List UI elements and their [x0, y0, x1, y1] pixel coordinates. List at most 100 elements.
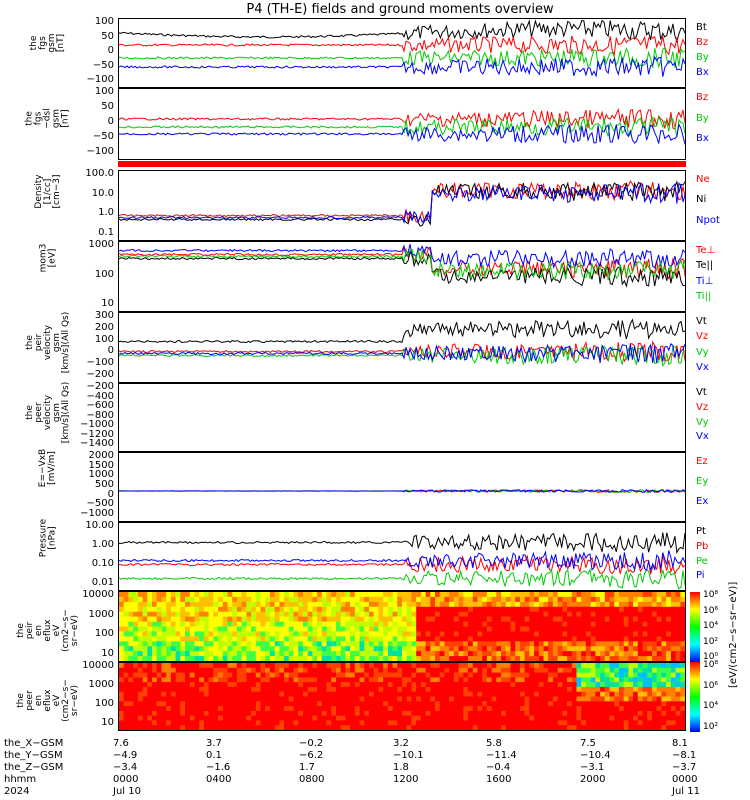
spectrogram-cell — [336, 636, 342, 642]
spectrogram-cell — [552, 672, 559, 678]
spectrogram-cell — [529, 641, 535, 647]
spectrogram-cell — [614, 606, 620, 613]
spectrogram-cell — [449, 710, 455, 717]
spectrogram-cell — [510, 592, 516, 598]
spectrogram-cell — [519, 672, 526, 678]
spectrogram-cell — [406, 626, 412, 632]
spectrogram-cell — [142, 651, 148, 657]
spectrogram-cell — [194, 641, 200, 647]
spectrogram-cell — [345, 601, 351, 608]
spectrogram-cell — [444, 706, 450, 712]
spectrogram-cell — [137, 706, 144, 712]
y-tick-label: 10.0 — [91, 187, 114, 199]
spectrogram-cell — [274, 631, 280, 637]
spectrogram-cell — [552, 641, 559, 647]
spectrogram-cell — [392, 725, 398, 730]
spectrogram-cell — [524, 596, 530, 603]
spectrogram-cell — [303, 621, 309, 628]
spectrogram-cell — [562, 596, 568, 603]
legend-entry: Bz — [696, 37, 709, 48]
spectrogram-cell — [406, 616, 412, 623]
spectrogram-cell — [180, 616, 186, 623]
spectrogram-cell — [236, 606, 243, 613]
spectrogram-cell — [604, 706, 611, 712]
spectrogram-cell — [515, 626, 521, 632]
spectrogram-cell — [359, 710, 365, 717]
spectrogram-cell — [373, 686, 379, 693]
spectrogram-cell — [468, 641, 474, 647]
spectrogram-cell — [661, 667, 667, 674]
spectrogram-cell — [486, 626, 493, 632]
spectrogram-cell — [406, 663, 412, 669]
spectrogram-cell — [208, 621, 214, 628]
spectrogram-cell — [175, 631, 181, 637]
spectrogram-cell — [543, 596, 549, 603]
spectrogram-cell — [562, 682, 568, 688]
spectrogram-cell — [317, 592, 323, 598]
spectrogram-cell — [435, 611, 441, 618]
spectrogram-cell — [279, 592, 285, 598]
spectrogram-cell — [345, 592, 351, 598]
spectrogram-cell — [161, 701, 167, 707]
spectrogram-cell — [567, 616, 573, 623]
spectrogram-cell — [614, 656, 620, 661]
spectrogram-cell — [486, 616, 493, 623]
spectrogram-cell — [152, 646, 158, 652]
spectrogram-cell — [449, 706, 455, 712]
spectrogram-cell — [185, 725, 191, 730]
series-line-Pi — [119, 550, 685, 572]
spectrogram-cell — [619, 611, 625, 618]
spectrogram-cell — [486, 696, 493, 702]
spectrogram-cell — [496, 720, 502, 726]
spectrogram-cell — [340, 601, 346, 608]
spectrogram-cell — [444, 663, 450, 669]
spectrogram-cell — [161, 686, 167, 693]
spectrogram-cell — [189, 667, 196, 674]
spectrogram-cell — [491, 601, 497, 608]
spectrogram-cell — [345, 611, 351, 618]
spectrogram-cell — [453, 720, 460, 726]
spectrogram-cell — [345, 606, 351, 613]
spectrogram-cell — [604, 616, 611, 623]
spectrogram-cell — [274, 611, 280, 618]
spectrogram-cell — [227, 626, 233, 632]
spectrogram-cell — [628, 696, 634, 702]
spectrogram-cell — [152, 626, 158, 632]
spectrogram-cell — [491, 672, 497, 678]
spectrogram-cell — [260, 720, 266, 726]
spectrogram-cell — [402, 720, 408, 726]
spectrogram-cell — [411, 701, 417, 707]
spectrogram-cell — [430, 720, 436, 726]
spectrogram-cell — [161, 641, 167, 647]
spectrogram-cell — [156, 616, 162, 623]
spectrogram-cell — [449, 611, 455, 618]
spectrogram-cell — [472, 667, 479, 674]
colorbar-label: [eV/(cm2−s−sr−eV)] — [728, 581, 739, 688]
spectrogram-cell — [354, 656, 361, 661]
spectrogram-cell — [571, 621, 578, 628]
spectrogram-cell — [633, 701, 639, 707]
spectrogram-cell — [326, 636, 332, 642]
spectrogram-cell — [236, 691, 243, 698]
spectrogram-cell — [203, 606, 210, 613]
spectrogram-cell — [430, 663, 436, 669]
spectrogram-cell — [203, 646, 210, 652]
spectrogram-cell — [439, 663, 445, 669]
spectrogram-cell — [515, 651, 521, 657]
spectrogram-cell — [203, 626, 210, 632]
spectrogram-cell — [350, 706, 356, 712]
spectrogram-cell — [449, 621, 455, 628]
spectrogram-cell — [340, 715, 346, 721]
spectrogram-cell — [477, 686, 483, 693]
spectrogram-cell — [425, 641, 431, 647]
spectrogram-cell — [350, 656, 356, 661]
spectrogram-cell — [411, 686, 417, 693]
spectrogram-cell — [133, 663, 139, 669]
spectrogram-cell — [180, 701, 186, 707]
plot-area-1 — [119, 19, 685, 78]
spectrogram-cell — [185, 677, 191, 683]
spectrogram-cell — [444, 646, 450, 652]
spectrogram-cell — [628, 706, 634, 712]
spectrogram-cell — [218, 651, 224, 657]
spectrogram-cell — [293, 656, 299, 661]
